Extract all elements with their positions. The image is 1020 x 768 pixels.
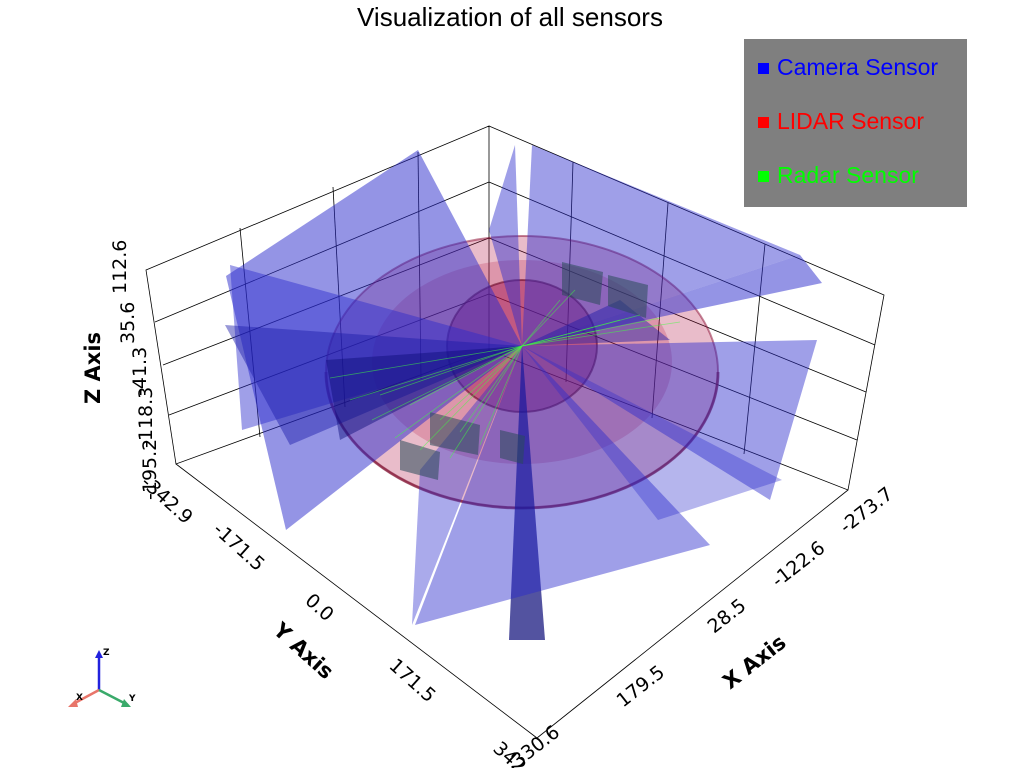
y-arrow-head <box>121 699 131 707</box>
x-tick-1: 330.6 <box>508 721 564 768</box>
radar-ray <box>409 345 523 406</box>
z-tick-3: -41.3 <box>129 347 151 396</box>
x-tick-5: -273.7 <box>836 483 898 538</box>
triad-y-label: Y <box>128 694 136 704</box>
radar-ray <box>439 345 523 421</box>
legend-item-lidar: LIDAR Sensor <box>758 107 924 135</box>
legend-item-camera: Camera Sensor <box>758 53 938 81</box>
orientation-widget[interactable]: Z X Y <box>68 648 136 707</box>
y-tick-2: -171.5 <box>209 518 269 575</box>
radar-ray <box>521 314 641 347</box>
radar-ray <box>379 345 523 396</box>
radar-ray <box>419 345 523 451</box>
x-arrow-head <box>68 699 78 707</box>
radar-ray <box>459 345 523 433</box>
x-axis-arrow <box>72 688 100 706</box>
radar-ray <box>449 345 523 459</box>
camera-swatch <box>758 63 769 74</box>
radar-ray <box>521 321 681 347</box>
radar-ray <box>329 345 523 379</box>
legend: Camera Sensor LIDAR Sensor Radar Sensor <box>744 39 967 207</box>
camera-sensor-volume <box>225 145 822 640</box>
z-axis-title: Z Axis <box>81 332 105 404</box>
z-tick-5: 112.6 <box>109 240 131 294</box>
legend-label-lidar: LIDAR Sensor <box>777 108 925 134</box>
y-tick-4: 171.5 <box>385 654 440 707</box>
radar-ray <box>394 345 523 439</box>
triad-x-label: X <box>76 693 83 703</box>
radar-ray <box>479 345 523 446</box>
z-axis-ticks: -195.2 -118.3 -41.3 35.6 112.6 Z Axis <box>81 240 161 500</box>
legend-label-radar: Radar Sensor <box>777 162 919 188</box>
triad-z-label: Z <box>103 648 110 658</box>
y-tick-3: 0.0 <box>301 589 338 626</box>
radar-swatch <box>758 171 769 182</box>
radar-ray <box>521 317 661 347</box>
z-arrow-head <box>95 650 103 658</box>
chart-title: Visualization of all sensors <box>357 2 663 32</box>
x-tick-4: -122.6 <box>768 537 830 592</box>
x-tick-3: 28.5 <box>704 595 751 638</box>
radar-ray <box>521 299 561 347</box>
camera-sensor-boxes <box>400 262 648 480</box>
x-axis-title: X Axis <box>718 630 790 694</box>
radar-ray <box>349 345 523 401</box>
legend-item-radar: Radar Sensor <box>758 161 919 189</box>
x-tick-2: 179.5 <box>613 661 669 712</box>
z-tick-2: -118.3 <box>135 387 157 448</box>
lidar-swatch <box>758 117 769 128</box>
z-tick-1: -195.2 <box>139 439 161 500</box>
y-axis-title: Y Axis <box>268 617 338 684</box>
y-axis-arrow <box>98 688 127 706</box>
radar-ray <box>371 345 523 421</box>
z-tick-4: 35.6 <box>117 302 139 344</box>
radar-ray <box>521 289 576 347</box>
legend-label-camera: Camera Sensor <box>777 54 939 80</box>
radar-sensor-rays <box>329 289 681 459</box>
